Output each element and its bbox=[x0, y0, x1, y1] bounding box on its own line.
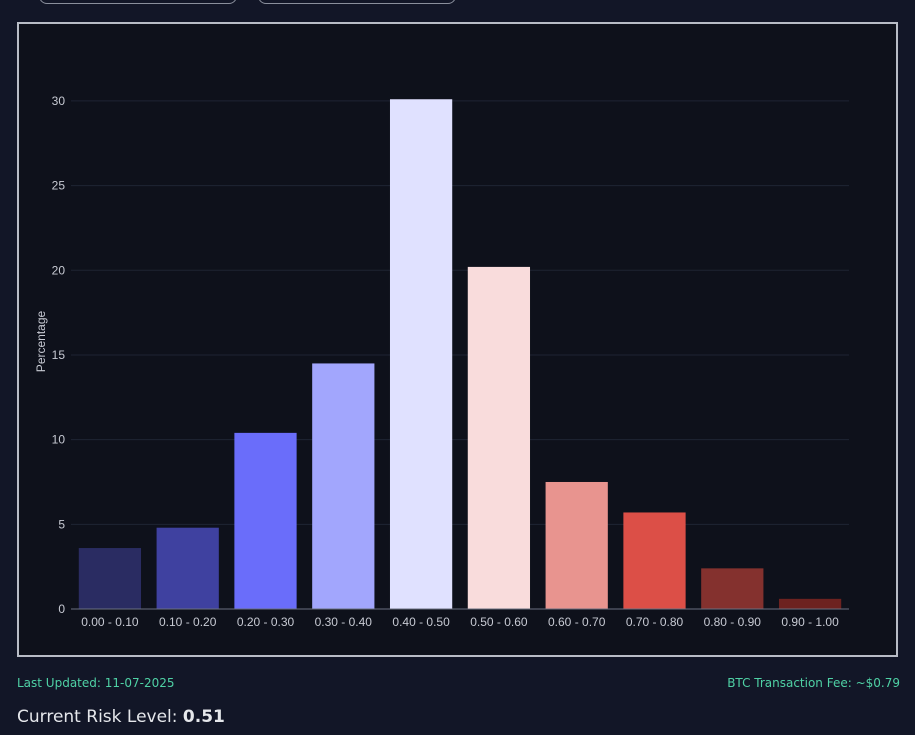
x-tick-label: 0.30 - 0.40 bbox=[315, 615, 373, 629]
risk-level-value: 0.51 bbox=[182, 707, 225, 727]
bar-0.70-0.80 bbox=[623, 512, 686, 609]
x-tick-label: 0.70 - 0.80 bbox=[626, 615, 684, 629]
risk-level: Current Risk Level: 0.51 bbox=[17, 707, 225, 727]
bar-0.80-0.90 bbox=[701, 568, 764, 609]
filter-select-right[interactable] bbox=[258, 0, 456, 4]
y-tick-label: 5 bbox=[58, 517, 65, 531]
bar-0.10-0.20 bbox=[156, 527, 219, 609]
x-tick-label: 0.40 - 0.50 bbox=[392, 615, 450, 629]
y-axis-label: Percentage bbox=[34, 310, 48, 372]
chart-panel: 0 5 10 15 20 25 30 0.00 - 0.10 0.10 - 0.20 0.20 -… bbox=[17, 22, 898, 657]
x-tick-label: 0.90 - 1.00 bbox=[781, 615, 839, 629]
bar-0.00-0.10 bbox=[78, 548, 142, 609]
x-tick-label: 0.10 - 0.20 bbox=[159, 615, 217, 629]
transaction-fee-text: BTC Transaction Fee: ~$0.79 bbox=[727, 676, 900, 690]
y-tick-label: 0 bbox=[58, 602, 65, 616]
x-tick-label: 0.60 - 0.70 bbox=[548, 615, 606, 629]
bar-0.50-0.60 bbox=[467, 266, 531, 609]
x-tick-label: 0.20 - 0.30 bbox=[237, 615, 295, 629]
x-tick-label: 0.80 - 0.90 bbox=[704, 615, 762, 629]
filter-select-left[interactable] bbox=[39, 0, 237, 4]
x-tick-label: 0.00 - 0.10 bbox=[81, 615, 139, 629]
bar-0.30-0.40 bbox=[312, 363, 375, 609]
bar-0.60-0.70 bbox=[545, 481, 608, 609]
x-tick-label: 0.50 - 0.60 bbox=[470, 615, 528, 629]
bar-0.90-1.00 bbox=[778, 598, 842, 609]
risk-level-label: Current Risk Level: bbox=[17, 707, 178, 727]
y-tick-label: 30 bbox=[52, 94, 66, 108]
y-tick-label: 20 bbox=[52, 263, 66, 277]
histogram-chart: 0 5 10 15 20 25 30 0.00 - 0.10 0.10 - 0.20 0.20 -… bbox=[34, 94, 849, 629]
bar-0.20-0.30 bbox=[234, 432, 297, 609]
y-tick-label: 25 bbox=[52, 179, 66, 193]
y-tick-label: 10 bbox=[52, 433, 66, 447]
bar-0.40-0.50 bbox=[389, 99, 453, 609]
last-updated-text: Last Updated: 11-07-2025 bbox=[17, 676, 175, 690]
y-tick-label: 15 bbox=[52, 348, 66, 362]
